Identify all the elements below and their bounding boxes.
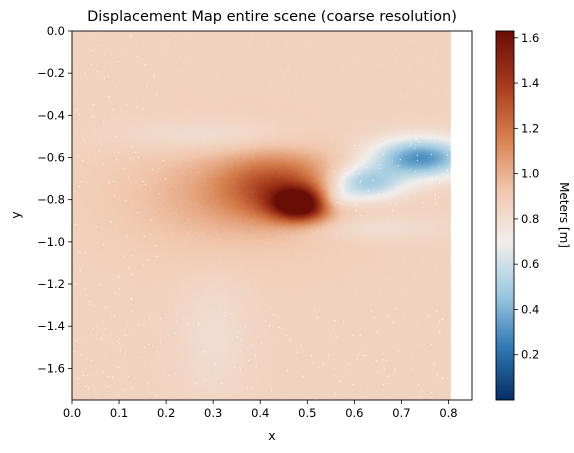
x-tick-label: 0.8 bbox=[439, 406, 457, 420]
y-tick-label: −0.8 bbox=[37, 193, 65, 207]
colorbar-tick-label: 1.4 bbox=[521, 76, 539, 90]
displacement-heatmap bbox=[72, 31, 451, 400]
x-tick-label: 0.6 bbox=[345, 406, 363, 420]
y-tick-label: 0.0 bbox=[47, 24, 65, 38]
colorbar-label: Meters [m] bbox=[557, 182, 571, 248]
y-tick-label: −1.0 bbox=[37, 235, 65, 249]
x-axis-label: x bbox=[268, 428, 275, 443]
colorbar-gradient bbox=[495, 30, 515, 401]
x-tick-label: 0.0 bbox=[63, 406, 81, 420]
y-tick-label: −1.6 bbox=[37, 361, 65, 375]
chart-title: Displacement Map entire scene (coarse re… bbox=[87, 9, 457, 25]
y-tick-label: −1.2 bbox=[37, 277, 65, 291]
colorbar-tick-label: 0.6 bbox=[521, 257, 539, 271]
x-tick-label: 0.5 bbox=[298, 406, 316, 420]
y-tick-label: −0.4 bbox=[37, 108, 65, 122]
x-tick-label: 0.1 bbox=[110, 406, 128, 420]
colorbar-tick-label: 0.2 bbox=[521, 348, 539, 362]
colorbar-tick-label: 1.2 bbox=[521, 121, 539, 135]
x-tick-label: 0.4 bbox=[251, 406, 269, 420]
y-tick-label: −0.6 bbox=[37, 151, 65, 165]
x-axis: 0.0 0.1 0.2 0.3 0.4 0.5 0.6 0.7 0.8 bbox=[63, 400, 458, 420]
y-tick-label: −0.2 bbox=[37, 66, 65, 80]
y-axis-label: y bbox=[8, 211, 23, 219]
colorbar-tick-label: 0.8 bbox=[521, 212, 539, 226]
plot-frame bbox=[71, 30, 473, 401]
colorbar: 0.2 0.4 0.6 0.8 1.0 1.2 1.4 1.6 Meters [m] bbox=[495, 30, 571, 401]
colorbar-tick-label: 1.6 bbox=[521, 31, 539, 45]
y-tick-label: −1.4 bbox=[37, 319, 65, 333]
x-tick-label: 0.7 bbox=[392, 406, 410, 420]
plot-area bbox=[71, 30, 473, 401]
colorbar-tick-label: 0.4 bbox=[521, 302, 539, 316]
x-tick-label: 0.3 bbox=[204, 406, 222, 420]
y-axis: 0.0 −0.2 −0.4 −0.6 −0.8 −1.0 −1.2 −1.4 −1.6 bbox=[37, 24, 72, 375]
colorbar-ticks: 0.2 0.4 0.6 0.8 1.0 1.2 1.4 1.6 bbox=[514, 31, 539, 362]
x-tick-label: 0.2 bbox=[157, 406, 175, 420]
colorbar-tick-label: 1.0 bbox=[521, 167, 539, 181]
